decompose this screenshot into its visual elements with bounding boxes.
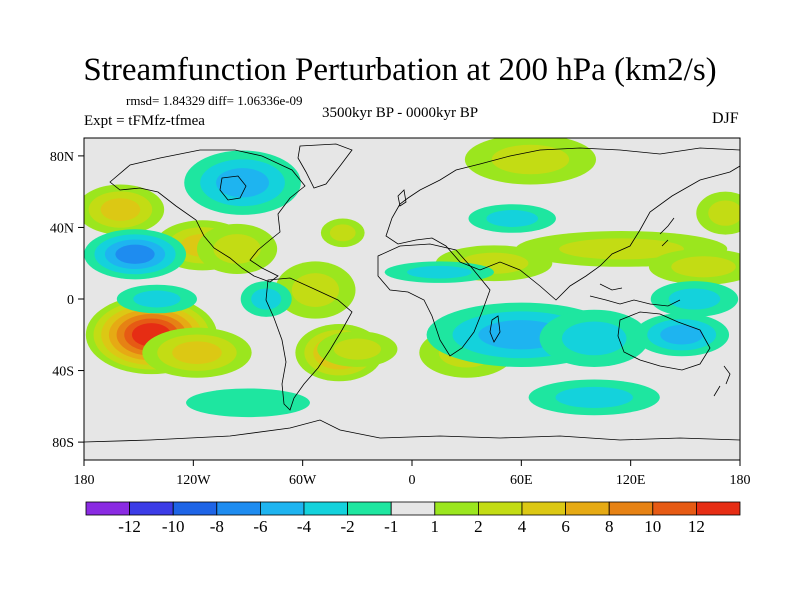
chart-title: Streamfunction Perturbation at 200 hPa (… bbox=[83, 52, 717, 88]
y-tick-label-3: 40S bbox=[52, 365, 74, 380]
colorbar-swatch-2 bbox=[172, 501, 218, 516]
coastline-australia bbox=[617, 311, 711, 371]
anomaly-region-6-level-2 bbox=[100, 198, 141, 221]
colorbar-swatch-8 bbox=[434, 501, 479, 516]
anomaly-region-22-level-1 bbox=[486, 210, 539, 227]
y-tick-label-0: 80N bbox=[50, 150, 74, 165]
x-tick-label-1: 120W bbox=[176, 473, 211, 488]
coastline-new-zealand bbox=[713, 365, 731, 397]
coastline-madagascar bbox=[489, 315, 501, 343]
colorbar-swatch-4 bbox=[259, 501, 305, 516]
colorbar-label-12: 10 bbox=[644, 517, 661, 536]
coastline-greenland bbox=[297, 143, 353, 189]
coastline-north-america bbox=[109, 149, 306, 283]
anomaly-region-23-level-1 bbox=[407, 265, 472, 279]
x-tick-label-0: 180 bbox=[74, 473, 95, 488]
season-label: DJF bbox=[712, 110, 739, 127]
anomaly-region-10-level-1 bbox=[559, 238, 684, 260]
anomaly-region-5-level-1 bbox=[213, 234, 261, 264]
colorbar-label-11: 8 bbox=[605, 517, 614, 536]
x-tick-label-3: 0 bbox=[409, 473, 416, 488]
colorbar-label-2: -8 bbox=[210, 517, 224, 536]
x-tick-label-4: 60E bbox=[510, 473, 533, 488]
anomaly-region-25-level-0 bbox=[186, 388, 310, 418]
x-tick-label-2: 60W bbox=[289, 473, 317, 488]
colorbar-swatch-11 bbox=[565, 501, 610, 516]
colorbar-swatch-0 bbox=[85, 501, 130, 516]
coastline-africa bbox=[377, 243, 491, 357]
colorbar-swatch-14 bbox=[696, 501, 741, 516]
coastline-maritime-continent bbox=[589, 283, 681, 307]
colorbar-label-3: -6 bbox=[253, 517, 267, 536]
anomaly-region-12-level-1 bbox=[671, 256, 736, 278]
anomaly-region-11-level-1 bbox=[708, 200, 740, 226]
y-tick-label-4: 80S bbox=[52, 436, 74, 451]
coastline-south-america bbox=[265, 277, 353, 411]
coastline-british-isles bbox=[397, 189, 407, 207]
anomaly-region-26-level-1 bbox=[668, 288, 721, 310]
colorbar-swatch-1 bbox=[129, 501, 174, 516]
colorbar-swatch-12 bbox=[608, 501, 654, 516]
anomaly-region-8-level-1 bbox=[491, 144, 570, 175]
y-tick-label-1: 40N bbox=[50, 221, 74, 236]
coastline-japan bbox=[659, 217, 675, 247]
colorbar-swatch-3 bbox=[216, 501, 261, 516]
colorbar-label-4: -4 bbox=[297, 517, 312, 536]
colorbar-swatch-10 bbox=[521, 501, 566, 516]
period-label: 3500kyr BP - 0000kyr BP bbox=[322, 105, 479, 121]
anomaly-region-1-level-2 bbox=[172, 341, 222, 365]
anomaly-region-17-level-1 bbox=[133, 290, 181, 308]
anomaly-region-15-level-2 bbox=[216, 168, 269, 198]
colorbar-label-7: 1 bbox=[431, 517, 440, 536]
anomaly-region-3-level-1 bbox=[291, 273, 340, 307]
anomaly-region-20-level-1 bbox=[561, 321, 627, 356]
colorbar-label-8: 2 bbox=[474, 517, 483, 536]
colorbar-swatch-13 bbox=[652, 501, 697, 516]
y-tick-label-2: 0 bbox=[67, 293, 74, 308]
colorbar-swatch-5 bbox=[303, 501, 348, 516]
coastline-antarctica bbox=[84, 419, 740, 443]
experiment-label: Expt = tFMfz-tfmea bbox=[84, 113, 205, 129]
colorbar-swatch-9 bbox=[477, 501, 523, 516]
colorbar: -12 -10 -8 -6 -4 -2 -1 1 2 4 6 8 10 12 bbox=[85, 501, 741, 536]
rmsd-stats: rmsd= 1.84329 diff= 1.06336e-09 bbox=[126, 93, 303, 108]
anomaly-region-7-level-1 bbox=[329, 224, 356, 242]
coastline-hudson-bay bbox=[219, 175, 247, 201]
colorbar-label-10: 6 bbox=[561, 517, 570, 536]
colorbar-label-5: -2 bbox=[341, 517, 355, 536]
coastline-eurasia bbox=[385, 147, 740, 301]
axes: 180 120W 60W 0 60E 120E 180 80N 40N 0 40S 80S bbox=[50, 150, 751, 488]
colorbar-swatch-7 bbox=[390, 501, 436, 516]
colorbar-label-9: 4 bbox=[518, 517, 527, 536]
anomaly-region-24-level-1 bbox=[555, 386, 633, 408]
colorbar-swatch-6 bbox=[347, 501, 392, 516]
anomaly-region-21-level-2 bbox=[660, 325, 704, 345]
x-tick-label-6: 180 bbox=[730, 473, 751, 488]
colorbar-label-6: -1 bbox=[384, 517, 398, 536]
coastlines bbox=[84, 143, 740, 443]
x-tick-label-5: 120E bbox=[616, 473, 646, 488]
colorbar-label-1: -10 bbox=[162, 517, 185, 536]
colorbar-label-13: 12 bbox=[688, 517, 705, 536]
map-panel bbox=[84, 138, 740, 460]
anomaly-region-14-level-1 bbox=[333, 338, 381, 360]
anomaly-region-16-level-3 bbox=[115, 244, 155, 264]
colorbar-label-0: -12 bbox=[118, 517, 141, 536]
